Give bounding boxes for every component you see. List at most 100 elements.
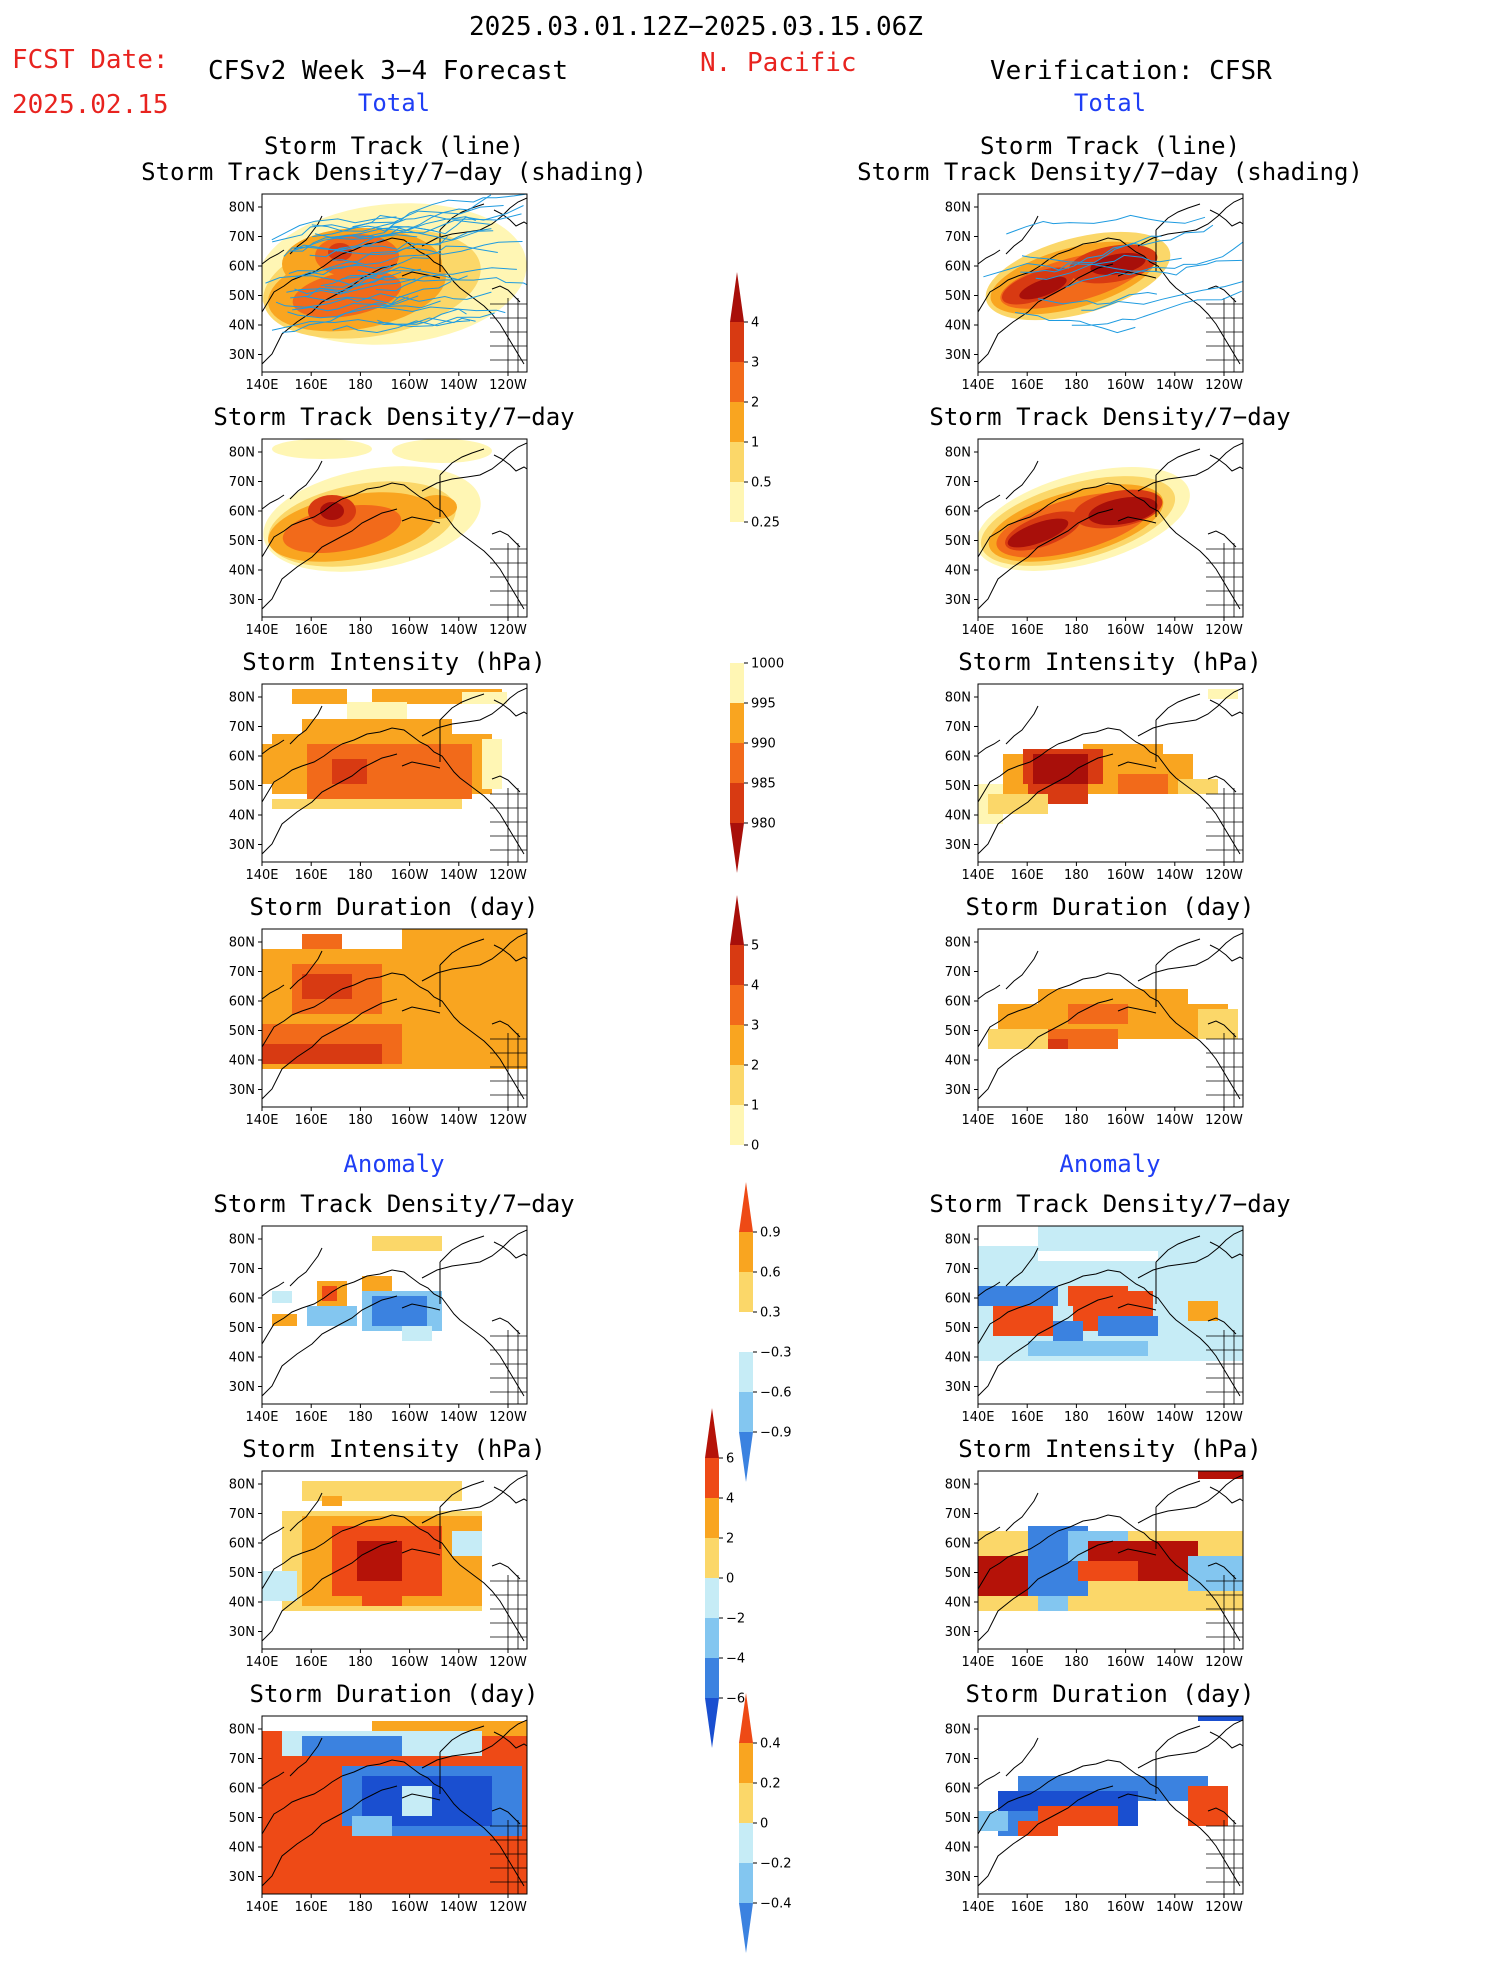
map-fc-track-total: 80N 70N 60N 50N 40N 30N 140E 160E 180 160W 140W 120… [229,193,531,394]
colorbar-tick-label: 2 [726,1532,734,1547]
lat-label: 80N [945,936,971,951]
lat-label: 70N [229,230,255,245]
lat-label: 70N [945,1752,971,1767]
lat-label: 50N [945,1321,971,1336]
title-fc-duration: Storm Duration (day) [249,893,539,921]
title-ob-track-line: Storm Track (line) [979,132,1241,160]
lon-label: 140W [1156,1410,1194,1425]
lon-label: 140W [440,868,478,883]
colorbar-tick-label: 6 [726,1452,734,1467]
lon-label: 160W [1107,868,1145,883]
lon-label: 140E [245,623,278,638]
lon-label: 140E [961,623,994,638]
lat-label: 30N [945,348,971,363]
lat-label: 60N [945,1537,971,1552]
lat-label: 80N [945,1723,971,1738]
colorbar-tick-label: 0 [751,1139,759,1154]
colorbar-tick-label: −2 [726,1612,745,1627]
map-fc-duration-anomaly: 80N 70N 60N 50N 40N 30N 140E 160E 180 160W 140W 120… [229,1715,531,1916]
lat-label: 80N [945,446,971,461]
lat-label: 50N [945,534,971,549]
lat-label: 80N [229,446,255,461]
lon-label: 160W [1107,1113,1145,1128]
map-fc-intensity-total: 80N 70N 60N 50N 40N 30N 140E 160E 180 160W 140W 120… [229,683,531,884]
colorbar-tick-label: 0.2 [760,1777,781,1792]
lon-label: 140E [245,868,278,883]
lon-label: 140E [961,1113,994,1128]
lat-label: 70N [945,965,971,980]
lon-label: 120W [489,623,527,638]
lon-label: 180 [348,623,373,638]
lon-label: 160W [1107,623,1145,638]
colorbar-tick-label: −6 [726,1692,745,1707]
lat-label: 40N [945,1596,971,1611]
lon-label: 160W [1107,1410,1145,1425]
title-fc-density: Storm Track Density/7−day [213,403,575,431]
title-fc-track-shading: Storm Track Density/7−day (shading) [141,158,647,186]
colorbar-tick-label: 0.4 [760,1737,781,1752]
colorbar-tick-label: −0.6 [760,1386,792,1401]
lon-label: 160E [295,1900,328,1915]
colorbar-tick-label: 1000 [751,657,784,672]
fcst-date: 2025.02.15 [12,90,169,120]
lon-label: 140W [440,1410,478,1425]
colorbar-density-anomaly: 0.9 0.6 0.3 −0.3 −0.6 −0.9 [731,1172,811,1492]
lat-label: 40N [229,809,255,824]
colorbar-intensity: 1000 995 990 985 980 [722,643,802,883]
title-fc-track-line: Storm Track (line) [263,132,525,160]
lon-label: 160W [391,868,429,883]
lat-label: 30N [229,348,255,363]
right-total-label: Total [1073,89,1147,117]
lat-label: 70N [945,1507,971,1522]
colorbar-tick-label: 4 [751,316,759,331]
lon-label: 180 [1064,1113,1089,1128]
title-fc-duration-anom: Storm Duration (day) [249,1680,539,1708]
colorbar-tick-label: 4 [751,979,759,994]
lat-label: 50N [945,779,971,794]
colorbar-tick-label: 1 [751,436,759,451]
lon-label: 120W [1205,1655,1243,1670]
lon-label: 160W [1107,378,1145,393]
lon-label: 140W [1156,1655,1194,1670]
title-fc-intensity-anom: Storm Intensity (hPa) [242,1435,546,1463]
colorbar-tick-label: 990 [751,737,776,752]
lon-label: 180 [1064,378,1089,393]
lat-label: 80N [229,201,255,216]
lat-label: 60N [229,1292,255,1307]
lat-label: 60N [229,505,255,520]
lon-label: 160W [391,1410,429,1425]
lon-label: 180 [348,1410,373,1425]
lat-label: 60N [229,260,255,275]
lat-label: 60N [229,1782,255,1797]
lat-label: 40N [229,564,255,579]
lon-label: 120W [1205,1113,1243,1128]
lat-label: 50N [229,779,255,794]
colorbar-duration: 5 4 3 2 1 0 [722,885,802,1165]
lat-label: 50N [229,534,255,549]
lat-label: 60N [945,1292,971,1307]
lat-label: 50N [229,1811,255,1826]
lat-label: 50N [945,1811,971,1826]
lat-label: 40N [945,564,971,579]
lat-label: 40N [229,1596,255,1611]
lon-label: 140W [440,378,478,393]
lon-label: 120W [1205,1900,1243,1915]
lat-label: 80N [229,936,255,951]
lat-label: 70N [945,720,971,735]
colorbar-tick-label: 5 [751,939,759,954]
colorbar-tick-label: 4 [726,1492,734,1507]
title-fc-density-anom: Storm Track Density/7−day [213,1190,575,1218]
lon-label: 180 [1064,1900,1089,1915]
lat-label: 50N [229,1321,255,1336]
lat-label: 30N [945,1083,971,1098]
lon-label: 180 [348,868,373,883]
lon-label: 140W [440,1900,478,1915]
lat-label: 40N [945,319,971,334]
colorbar-tick-label: 2 [751,1059,759,1074]
lon-label: 140E [961,1655,994,1670]
lat-label: 30N [229,593,255,608]
lon-label: 140E [961,1410,994,1425]
colorbar-tick-label: 0.9 [760,1226,781,1241]
lat-label: 60N [945,1782,971,1797]
lon-label: 180 [348,1655,373,1670]
